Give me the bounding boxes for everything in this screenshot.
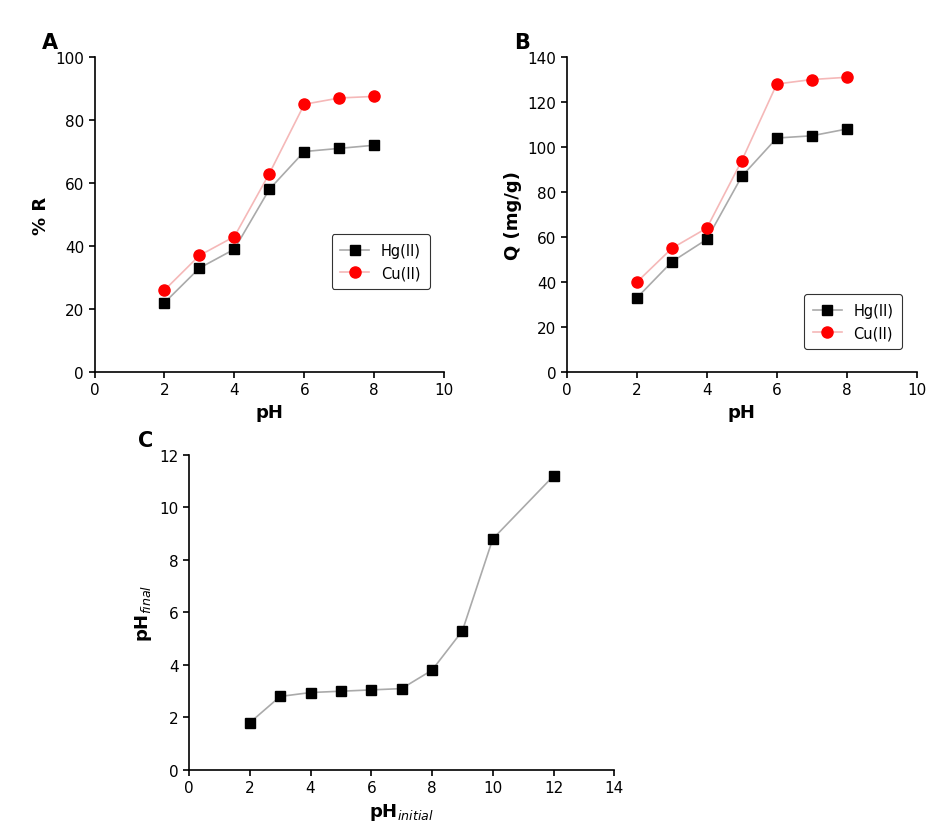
Cu(II) xyxy=(700,224,712,233)
Hg(II) xyxy=(805,132,817,142)
Cu(II) xyxy=(194,251,205,261)
Hg(II) xyxy=(770,134,782,144)
Hg(II) xyxy=(263,185,275,195)
Y-axis label: Q (mg/g): Q (mg/g) xyxy=(503,171,522,260)
Cu(II) xyxy=(735,156,747,166)
Cu(II) xyxy=(159,286,170,296)
Legend: Hg(II), Cu(II): Hg(II), Cu(II) xyxy=(331,235,430,290)
Y-axis label: % R: % R xyxy=(31,196,50,234)
Cu(II) xyxy=(770,80,782,90)
Cu(II) xyxy=(298,100,310,110)
Text: A: A xyxy=(42,33,59,53)
Cu(II) xyxy=(840,73,851,83)
Legend: Hg(II), Cu(II): Hg(II), Cu(II) xyxy=(803,295,902,349)
Hg(II) xyxy=(700,235,712,245)
Line: Cu(II): Cu(II) xyxy=(631,73,851,288)
Cu(II) xyxy=(368,92,379,102)
Hg(II) xyxy=(840,125,851,135)
Hg(II) xyxy=(368,141,379,151)
Text: B: B xyxy=(514,33,530,53)
Cu(II) xyxy=(228,233,240,243)
Hg(II) xyxy=(228,245,240,255)
Cu(II) xyxy=(805,75,817,85)
Hg(II) xyxy=(194,264,205,274)
Hg(II) xyxy=(631,293,642,303)
X-axis label: pH: pH xyxy=(727,403,755,421)
Hg(II) xyxy=(666,258,677,267)
Cu(II) xyxy=(263,170,275,180)
Hg(II) xyxy=(333,144,345,154)
X-axis label: pH$_{initial}$: pH$_{initial}$ xyxy=(369,801,433,822)
Line: Cu(II): Cu(II) xyxy=(159,92,379,296)
Line: Hg(II): Hg(II) xyxy=(632,125,851,303)
Hg(II) xyxy=(298,147,310,157)
Hg(II) xyxy=(159,298,170,308)
Hg(II) xyxy=(735,172,747,182)
Cu(II) xyxy=(631,277,642,287)
Cu(II) xyxy=(333,94,345,104)
Line: Hg(II): Hg(II) xyxy=(160,142,379,308)
Text: C: C xyxy=(138,431,153,450)
Cu(II) xyxy=(666,244,677,254)
Y-axis label: pH$_{final}$: pH$_{final}$ xyxy=(133,584,154,642)
X-axis label: pH: pH xyxy=(255,403,283,421)
